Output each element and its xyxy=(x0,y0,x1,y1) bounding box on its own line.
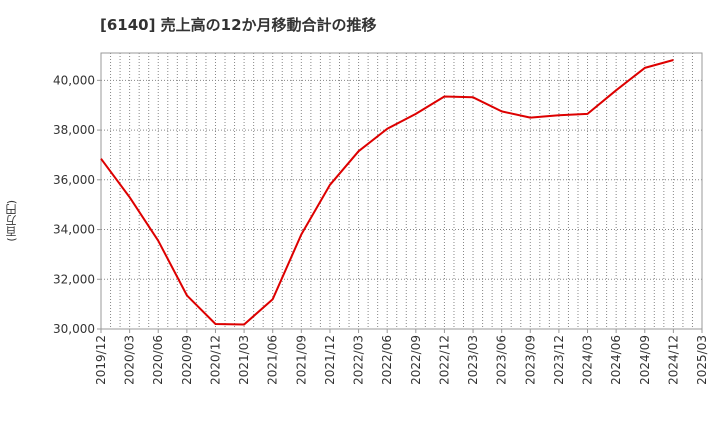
x-tick-label: 2019/12 xyxy=(94,335,108,385)
vertical-gridlines xyxy=(100,53,703,329)
x-tick-label: 2022/12 xyxy=(437,335,451,385)
x-tick-label: 2021/12 xyxy=(323,335,337,385)
y-tick-label: 30,000 xyxy=(53,322,95,336)
x-tick-label: 2021/09 xyxy=(294,335,308,385)
x-tick-label: 2020/06 xyxy=(151,335,165,385)
x-tick-label: 2023/06 xyxy=(495,335,509,385)
series-line xyxy=(100,59,674,326)
x-tick-label: 2023/03 xyxy=(466,335,480,385)
x-tick-label: 2022/09 xyxy=(409,335,423,385)
x-tick-label: 2024/06 xyxy=(609,335,623,385)
y-tick-label: 32,000 xyxy=(53,272,95,286)
x-tick-label: 2021/06 xyxy=(266,335,280,385)
y-tick-label: 36,000 xyxy=(53,173,95,187)
y-tick-label: 38,000 xyxy=(53,123,95,137)
x-tick-label: 2024/12 xyxy=(666,335,680,385)
chart-title: [6140] 売上高の12か月移動合計の推移 xyxy=(100,16,377,34)
x-tick-label: 2025/03 xyxy=(695,335,709,385)
x-tick-label: 2020/12 xyxy=(208,335,222,385)
x-tick-label: 2022/06 xyxy=(380,335,394,385)
plot-area-frame xyxy=(100,52,703,330)
y-tick-label: 34,000 xyxy=(53,223,95,237)
x-axis-ticks: 2019/12 2020/03 2020/06 2020/09 2020/12 2021/… xyxy=(94,329,709,385)
horizontal-gridlines xyxy=(101,79,702,330)
x-tick-label: 2021/03 xyxy=(237,335,251,385)
x-tick-label: 2024/03 xyxy=(581,335,595,385)
x-tick-label: 2023/09 xyxy=(523,335,537,385)
x-tick-label: 2022/03 xyxy=(352,335,366,385)
y-tick-label: 40,000 xyxy=(53,73,95,87)
x-tick-label: 2023/12 xyxy=(552,335,566,385)
x-tick-label: 2024/09 xyxy=(638,335,652,385)
y-axis-ticks: 30,000 32,000 34,000 36,000 38,000 40,000 xyxy=(53,73,101,336)
x-tick-label: 2020/09 xyxy=(180,335,194,385)
x-tick-label: 2020/03 xyxy=(123,335,137,385)
